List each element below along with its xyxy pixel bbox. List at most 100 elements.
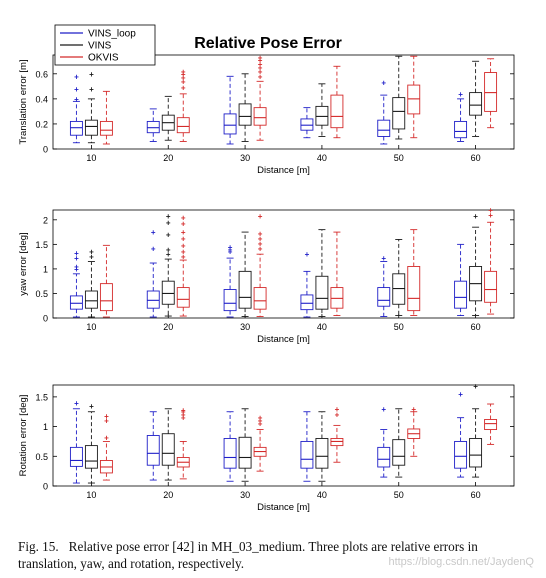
- box-plot: +: [407, 405, 421, 457]
- outlier-marker: +: [181, 220, 186, 229]
- box-plot: ++: [146, 228, 160, 318]
- box-plot: [223, 411, 237, 482]
- plot-frame: [52, 209, 515, 319]
- outlier-marker: +: [74, 399, 79, 408]
- outlier-marker: +: [381, 79, 386, 88]
- outlier-marker: +: [151, 228, 156, 237]
- box-plot: [238, 231, 252, 317]
- box-plot: +++++++: [176, 213, 190, 317]
- outlier-marker: +: [181, 228, 186, 237]
- iqr-box: [377, 446, 391, 468]
- iqr-box: [454, 120, 468, 139]
- x-axis-label: Distance [m]: [257, 334, 310, 345]
- iqr-box: [315, 105, 329, 126]
- figure-title: Relative Pose Error: [194, 35, 342, 52]
- outlier-marker: +: [166, 231, 171, 240]
- iqr-box: [223, 438, 237, 469]
- y-axis-label: Translation error [m]: [18, 59, 29, 144]
- iqr-box: [146, 435, 160, 466]
- x-tick-label: 10: [86, 322, 96, 332]
- outlier-marker: +: [258, 234, 263, 243]
- box-plot: ++++++: [253, 54, 267, 141]
- panel-3: 0 0.5 1 1.5 10 20 30 40 50 60 Distance [m] Rotation…: [18, 382, 515, 513]
- panel-1: 0 0.2 0.4 0.6 10 20 30 40 50 60 Distance [m] Transl…: [18, 54, 515, 176]
- x-tick-label: 60: [471, 153, 481, 163]
- iqr-box: [392, 439, 406, 466]
- box-plot: +: [84, 402, 98, 484]
- outlier-marker: +: [104, 433, 109, 442]
- iqr-box: [223, 289, 237, 312]
- outlier-marker: +: [181, 74, 186, 83]
- series-vins: ++: [84, 55, 483, 144]
- iqr-box: [300, 294, 314, 311]
- iqr-box: [315, 275, 329, 310]
- y-tick-label: 1: [43, 422, 48, 432]
- box-plot: ++: [84, 248, 98, 318]
- outlier-marker: +: [181, 411, 186, 420]
- watermark: https://blog.csdn.net/JaydenQ: [388, 556, 534, 568]
- outlier-marker: +: [104, 417, 109, 426]
- x-tick-label: 20: [163, 322, 173, 332]
- outlier-marker: +: [258, 60, 263, 69]
- x-tick-label: 20: [163, 153, 173, 163]
- y-axis-label: Rotation error [deg]: [18, 395, 29, 477]
- y-tick-label: 0.5: [35, 452, 48, 462]
- outlier-marker: +: [181, 67, 186, 76]
- iqr-box: [300, 440, 314, 469]
- box-plot: ++: [330, 405, 344, 463]
- iqr-box: [84, 290, 98, 309]
- x-tick-label: 40: [317, 490, 327, 500]
- box-plot: [315, 83, 329, 137]
- x-tick-label: 10: [86, 490, 96, 500]
- box-plot: +: [69, 399, 83, 484]
- legend-label-vins: VINS: [88, 41, 112, 52]
- outlier-marker: +: [181, 70, 186, 79]
- iqr-box: [176, 117, 190, 134]
- box-plot: [330, 231, 344, 316]
- outlier-marker: +: [458, 90, 463, 99]
- plot-frame: [52, 54, 515, 150]
- box-plot: ++: [484, 206, 498, 315]
- y-tick-label: 1.5: [35, 392, 48, 402]
- outlier-marker: +: [488, 206, 493, 215]
- iqr-box: [84, 119, 98, 136]
- outlier-marker: +: [181, 253, 186, 262]
- outlier-marker: +: [258, 420, 263, 429]
- caption-label: Fig. 15.: [18, 539, 59, 554]
- iqr-box: [238, 436, 252, 469]
- x-tick-label: 10: [86, 153, 96, 163]
- outlier-marker: +: [258, 244, 263, 253]
- outlier-marker: +: [335, 411, 340, 420]
- legend-label-vins_loop: VINS_loop: [88, 29, 136, 40]
- x-axis-label: Distance [m]: [257, 165, 310, 176]
- box-plot: +++++: [161, 212, 175, 317]
- outlier-marker: +: [258, 64, 263, 73]
- outlier-marker: +: [381, 405, 386, 414]
- box-plot: +: [377, 405, 391, 478]
- y-tick-label: 0.5: [35, 289, 48, 299]
- iqr-box: [392, 97, 406, 130]
- box-plot: [315, 411, 329, 482]
- outlier-marker: +: [89, 248, 94, 257]
- box-plot: [161, 95, 175, 141]
- outlier-marker: +: [181, 248, 186, 257]
- outlier-marker: +: [181, 241, 186, 250]
- caption-text: Relative pose error [42] in MH_03_medium…: [18, 539, 478, 571]
- outlier-marker: +: [181, 213, 186, 222]
- outlier-marker: +: [89, 253, 94, 262]
- series-vins: ++: [84, 382, 483, 484]
- iqr-box: [253, 107, 267, 126]
- box-plot: [99, 90, 113, 145]
- outlier-marker: +: [74, 72, 79, 81]
- legend-label-okvis: OKVIS: [88, 53, 119, 64]
- x-tick-label: 50: [394, 490, 404, 500]
- iqr-box: [223, 113, 237, 135]
- iqr-box: [377, 287, 391, 307]
- y-tick-label: 1: [43, 264, 48, 274]
- box-plot: +: [377, 254, 391, 317]
- outlier-marker: +: [228, 245, 233, 254]
- y-tick-label: 0.4: [35, 94, 48, 104]
- figure-caption: Fig. 15. Relative pose error [42] in MH_0…: [18, 538, 528, 572]
